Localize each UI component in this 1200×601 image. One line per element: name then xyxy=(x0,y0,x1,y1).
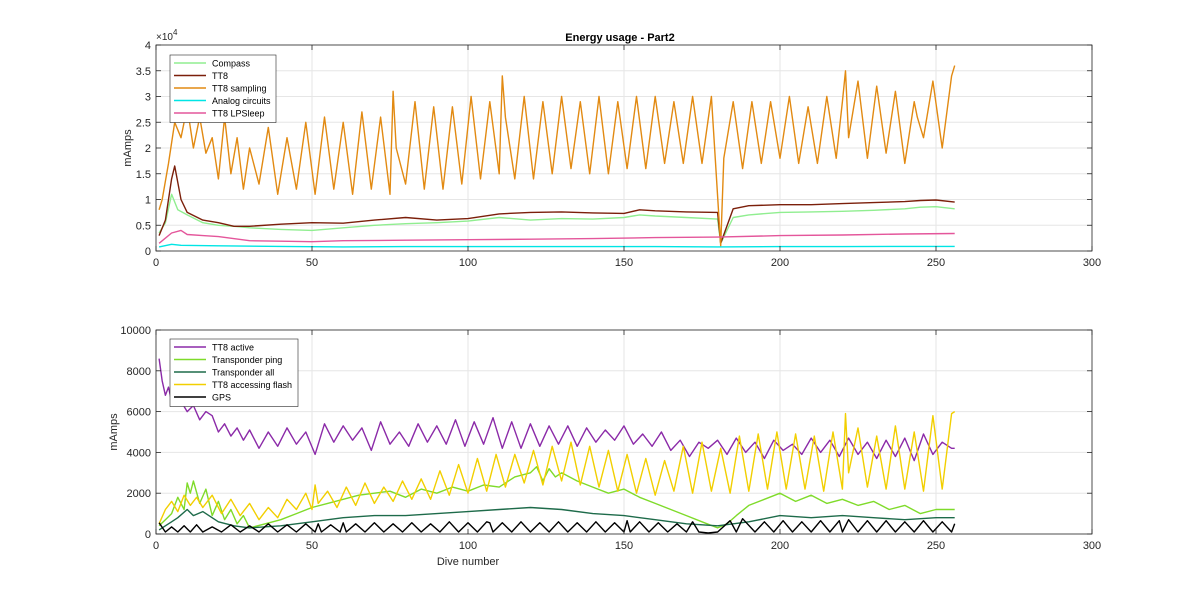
y-exponent-label: ×104 xyxy=(156,28,178,43)
figure-title: Energy usage - Part2 xyxy=(565,32,674,44)
y-tick-label: 3 xyxy=(145,92,151,104)
y-tick-label: 4000 xyxy=(127,447,151,459)
y-tick-label: 0 xyxy=(145,529,151,541)
x-tick-label: 50 xyxy=(306,540,318,552)
legend-label: Transponder ping xyxy=(212,355,282,365)
y-tick-label: 2.5 xyxy=(136,117,151,129)
x-tick-label: 0 xyxy=(153,540,159,552)
series-line-tt8 xyxy=(158,165,955,245)
y-tick-label: 8000 xyxy=(127,366,151,378)
y-tick-label: 1 xyxy=(145,195,151,207)
y-tick-label: 6000 xyxy=(127,407,151,419)
series-line-tt8-lpsleep xyxy=(158,229,955,244)
legend-label: Analog circuits xyxy=(212,96,271,106)
legend-label: TT8 xyxy=(212,71,228,81)
y-tick-label: 10000 xyxy=(120,325,151,337)
y-tick-label: 2 xyxy=(145,143,151,155)
legend-label: Transponder all xyxy=(212,368,274,378)
legend-label: TT8 LPSleep xyxy=(212,109,265,119)
y-tick-label: 4 xyxy=(145,40,151,52)
x-tick-label: 200 xyxy=(771,540,789,552)
x-tick-label: 150 xyxy=(615,540,633,552)
x-tick-label: 200 xyxy=(771,257,789,269)
series-line-analog-circuits xyxy=(158,243,955,248)
x-tick-label: 300 xyxy=(1083,540,1101,552)
series-line-gps xyxy=(158,518,956,534)
x-tick-label: 50 xyxy=(306,257,318,269)
plots-layer: 0 50 100 150 200 250 30000.511.522.533.54×104m… xyxy=(108,28,1101,568)
legend-label: TT8 active xyxy=(212,343,254,353)
y-tick-label: 1.5 xyxy=(136,169,151,181)
series-line-transponder-all xyxy=(158,506,955,531)
y-tick-label: 0.5 xyxy=(136,220,151,232)
x-tick-label: 300 xyxy=(1083,257,1101,269)
legend-label: TT8 accessing flash xyxy=(212,380,292,390)
x-tick-label: 0 xyxy=(153,257,159,269)
x-tick-label: 100 xyxy=(459,540,477,552)
y-axis-label: mAmps xyxy=(122,129,134,167)
x-tick-label: 250 xyxy=(927,540,945,552)
series-line-tt8-accessing-flash xyxy=(158,411,956,525)
legend-label: TT8 sampling xyxy=(212,84,267,94)
y-exponent-power: 4 xyxy=(173,28,178,37)
series-line-compass xyxy=(158,193,955,245)
x-tick-label: 250 xyxy=(927,257,945,269)
y-tick-label: 3.5 xyxy=(136,66,151,78)
chart-2: 0 50 100 150 200 250 300 0 2000 4000 6000 8000 10000… xyxy=(108,325,1101,568)
y-tick-label: 2000 xyxy=(127,488,151,500)
y-tick-label: 0 xyxy=(145,246,151,258)
x-axis-label: Dive number xyxy=(437,556,500,568)
x-tick-label: 100 xyxy=(459,257,477,269)
series-line-tt8-sampling xyxy=(158,65,956,247)
legend-label: Compass xyxy=(212,59,251,69)
y-axis-label: mAmps xyxy=(108,413,120,451)
legend-label: GPS xyxy=(212,393,231,403)
x-tick-label: 150 xyxy=(615,257,633,269)
chart-1: 0 50 100 150 200 250 30000.511.522.533.54×104m… xyxy=(122,28,1101,269)
